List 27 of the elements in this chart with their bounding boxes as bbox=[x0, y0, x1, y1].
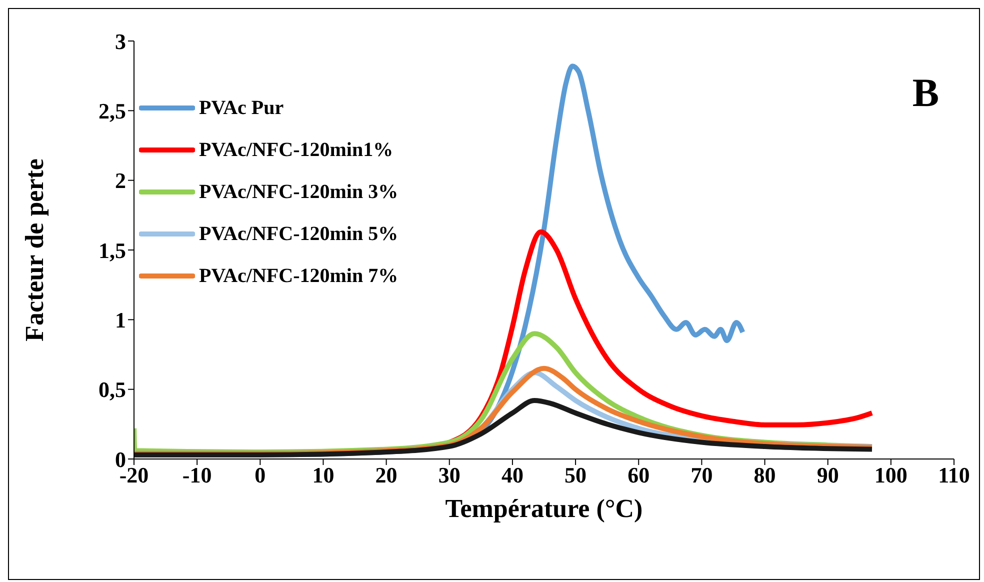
x-tick-label: 30 bbox=[438, 462, 460, 488]
x-tick-label: 50 bbox=[564, 462, 587, 488]
legend-label: PVAc/NFC-120min 5% bbox=[199, 222, 398, 246]
x-tick-label: 20 bbox=[375, 462, 398, 488]
legend-label: PVAc Pur bbox=[199, 96, 284, 120]
y-tick-label: 3 bbox=[115, 28, 126, 54]
y-tick-label: 0,5 bbox=[98, 377, 126, 402]
y-axis-title: Facteur de perte bbox=[20, 158, 50, 342]
x-tick-label: 80 bbox=[754, 462, 776, 488]
x-tick-label: 0 bbox=[254, 462, 266, 488]
x-tick-label: 70 bbox=[690, 462, 713, 488]
x-tick-label: 10 bbox=[312, 462, 334, 488]
x-tick-label: 60 bbox=[628, 462, 650, 488]
x-tick-label: 90 bbox=[816, 462, 839, 488]
y-tick-label: 1 bbox=[115, 307, 126, 332]
legend-label: PVAc/NFC-120min1% bbox=[199, 138, 394, 162]
annotation: B bbox=[912, 69, 939, 116]
x-tick-label: 100 bbox=[874, 462, 908, 488]
x-tick-label: 40 bbox=[501, 462, 524, 488]
x-tick-label: 110 bbox=[938, 462, 970, 488]
legend-label: PVAc/NFC-120min 7% bbox=[199, 264, 398, 288]
legend-label: PVAc/NFC-120min 3% bbox=[199, 180, 398, 204]
y-tick-label: 2 bbox=[115, 168, 126, 194]
y-tick-label: 1,5 bbox=[98, 238, 126, 263]
x-axis-title: Température (°C) bbox=[445, 494, 643, 523]
y-tick-label: 2,5 bbox=[98, 98, 126, 124]
x-tick-label: -10 bbox=[182, 462, 212, 488]
